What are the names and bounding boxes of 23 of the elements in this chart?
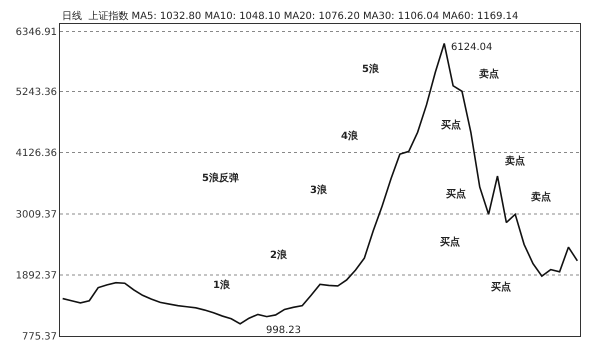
y-tick-label: 1892.37: [16, 270, 57, 282]
annotation: 买点: [441, 119, 461, 131]
annotation: 2浪: [270, 249, 288, 261]
chart-title: 日线 上证指数 MA5: 1032.80 MA10: 1048.10 MA20: 1076.20 MA30: 1106.04 MA60: 1169.14: [62, 10, 518, 22]
y-tick-label: 3009.37: [16, 209, 57, 220]
annotation: 卖点: [505, 155, 525, 167]
annotation: 买点: [446, 188, 466, 200]
annotation: 5浪反弹: [202, 172, 239, 184]
annotation: 卖点: [531, 191, 551, 203]
annotation: 买点: [491, 281, 511, 293]
y-tick-label: 775.37: [22, 332, 57, 342]
annotation: 卖点: [479, 68, 499, 80]
annotation: 4浪: [341, 130, 359, 142]
annotation: 5浪: [362, 63, 380, 75]
annotation: 1浪: [213, 279, 231, 291]
y-tick-label: 6346.91: [16, 26, 57, 38]
annotation: 买点: [440, 236, 460, 248]
y-tick-label: 5243.36: [16, 87, 57, 98]
annotation: 998.23: [266, 325, 301, 336]
line-series: [62, 42, 578, 325]
annotation: 3浪: [310, 184, 328, 196]
y-tick-label: 4126.36: [16, 148, 57, 160]
annotation: 6124.04: [451, 42, 492, 53]
